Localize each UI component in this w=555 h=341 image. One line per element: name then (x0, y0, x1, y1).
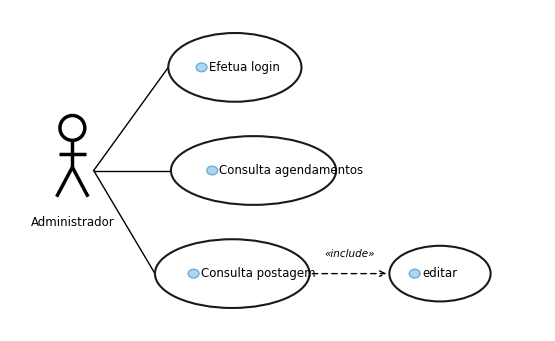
Text: editar: editar (422, 267, 457, 280)
Ellipse shape (188, 269, 199, 278)
Text: Consulta agendamentos: Consulta agendamentos (219, 164, 364, 177)
Text: Consulta postagem: Consulta postagem (201, 267, 315, 280)
Ellipse shape (196, 63, 207, 72)
Ellipse shape (168, 33, 301, 102)
Ellipse shape (171, 136, 336, 205)
Ellipse shape (409, 269, 420, 278)
Text: «include»: «include» (324, 249, 375, 259)
Text: Efetua login: Efetua login (209, 61, 280, 74)
Ellipse shape (390, 246, 491, 301)
Text: Administrador: Administrador (31, 216, 114, 229)
Ellipse shape (207, 166, 218, 175)
Ellipse shape (60, 116, 85, 140)
Ellipse shape (155, 239, 310, 308)
